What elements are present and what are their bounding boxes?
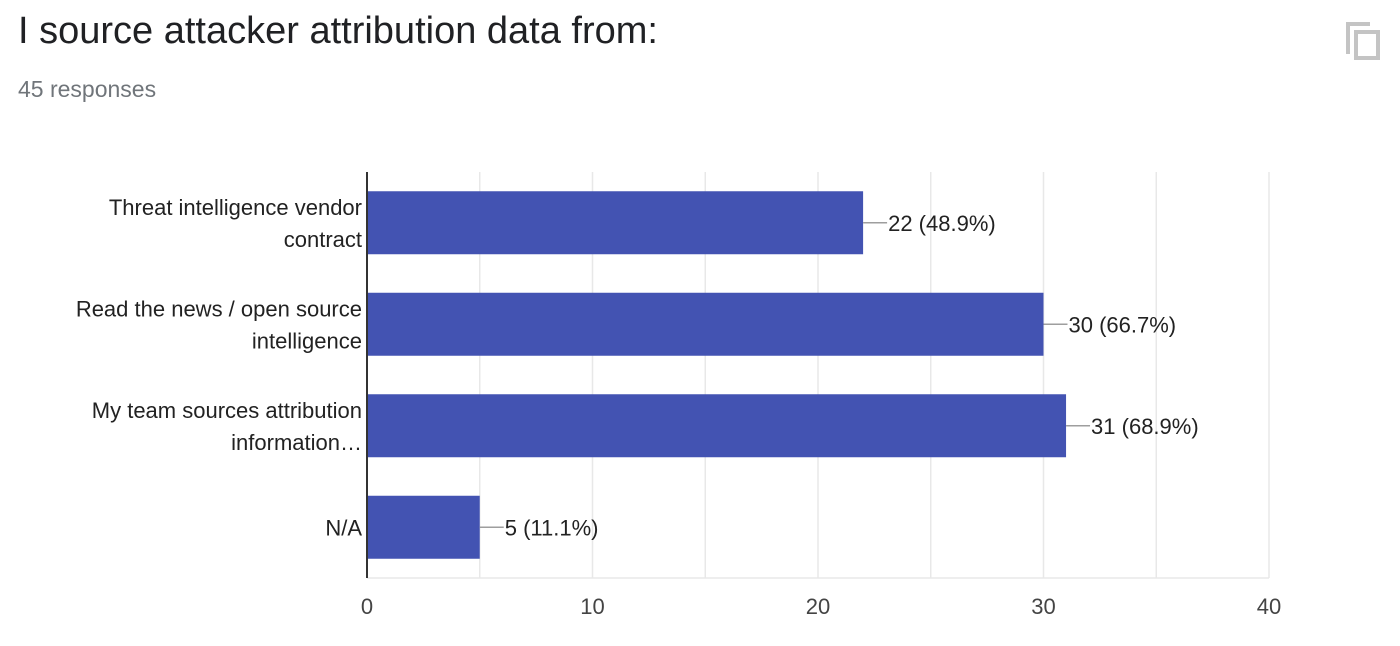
copy-chart-button[interactable]: [1340, 14, 1384, 62]
chart-title: I source attacker attribution data from:: [18, 10, 658, 52]
value-label: 31 (68.9%): [1091, 414, 1199, 439]
bar: [367, 495, 480, 559]
value-label: 5 (11.1%): [505, 515, 599, 540]
category-label: contract: [284, 227, 362, 252]
x-tick-label: 10: [580, 594, 604, 619]
x-tick-label: 0: [361, 594, 373, 619]
value-label: 30 (66.7%): [1069, 312, 1177, 337]
category-label: intelligence: [252, 328, 362, 353]
bar-chart: 0 10 20 30 40 Threat intelligence vendor contr…: [76, 172, 1281, 619]
category-label: Threat intelligence vendor: [109, 195, 362, 220]
copy-icon: [1346, 22, 1380, 60]
response-count: 45 responses: [18, 76, 157, 102]
bar: [367, 191, 864, 255]
bar: [367, 292, 1044, 356]
x-tick-label: 40: [1257, 594, 1281, 619]
category-label: N/A: [325, 515, 362, 540]
value-label: 22 (48.9%): [888, 211, 996, 236]
bar: [367, 394, 1067, 458]
category-label: My team sources attribution: [92, 398, 362, 423]
x-tick-label: 30: [1031, 594, 1055, 619]
category-label: information…: [231, 430, 362, 455]
category-label: Read the news / open source: [76, 296, 362, 321]
x-tick-label: 20: [806, 594, 830, 619]
